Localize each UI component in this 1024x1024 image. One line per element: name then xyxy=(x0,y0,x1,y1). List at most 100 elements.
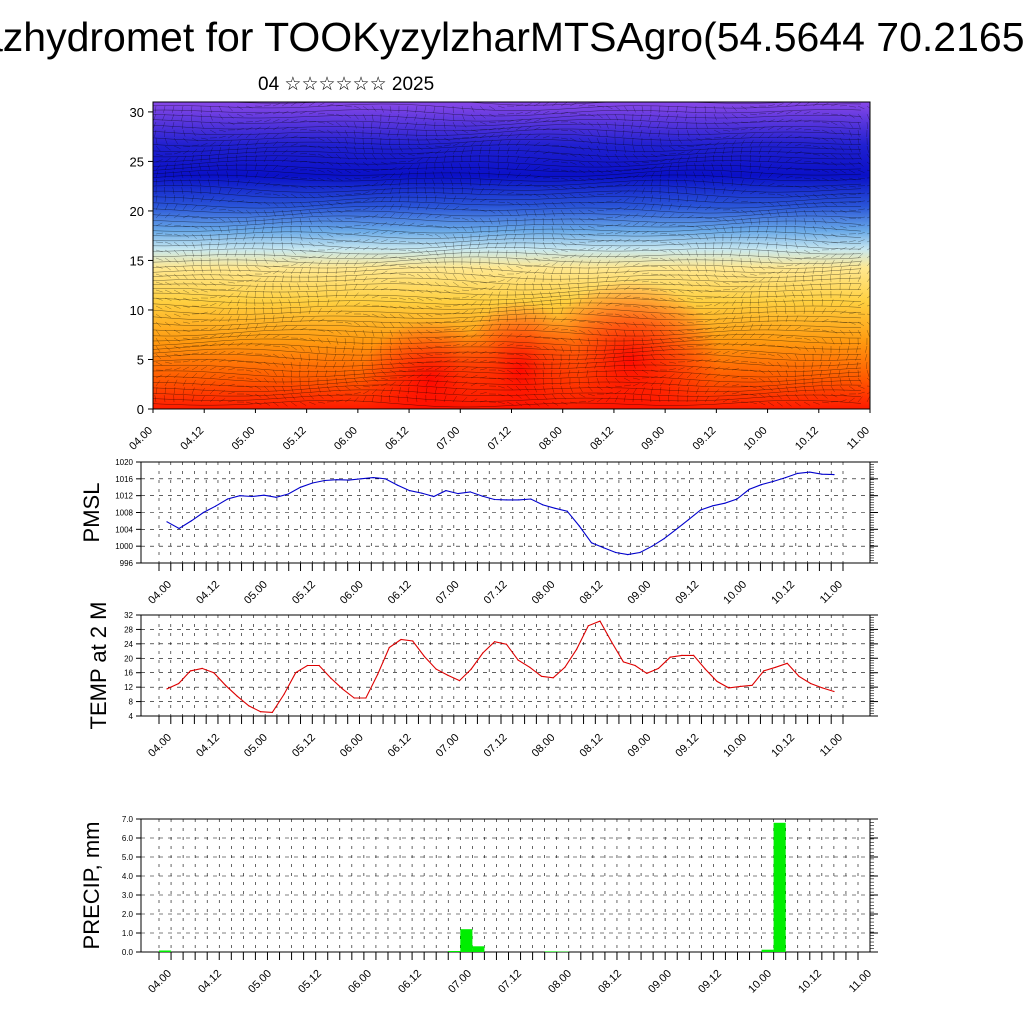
wind-vector xyxy=(380,296,389,299)
wind-vector xyxy=(558,283,562,291)
wind-vector xyxy=(218,197,225,203)
wind-vector xyxy=(308,145,316,148)
wind-vector xyxy=(524,193,532,196)
wind-vector xyxy=(326,385,331,393)
wind-vector xyxy=(686,360,694,363)
wind-vector xyxy=(632,321,638,328)
temp-point xyxy=(681,654,683,657)
wind-vector xyxy=(371,389,378,395)
wind-vector xyxy=(506,377,514,383)
wind-vector xyxy=(731,293,738,299)
wind-vector xyxy=(578,329,586,334)
wind-vector xyxy=(504,233,508,241)
pmsl-point xyxy=(797,472,799,474)
wind-vector xyxy=(623,377,631,382)
wind-vector xyxy=(614,369,618,377)
wind-vector xyxy=(839,299,845,307)
wind-vector xyxy=(569,385,573,393)
wind-vector xyxy=(308,233,314,241)
wind-vector xyxy=(497,306,499,315)
wind-vector xyxy=(641,212,648,219)
wind-vector xyxy=(578,129,585,135)
wind-vector xyxy=(398,231,406,235)
wind-vector xyxy=(713,351,721,355)
wind-vector xyxy=(776,184,784,187)
wind-vector xyxy=(524,353,532,358)
wind-vector xyxy=(497,284,503,291)
wind-vector xyxy=(479,105,485,112)
wind-vector xyxy=(290,201,296,208)
wind-vector xyxy=(821,318,829,323)
wind-vector xyxy=(497,217,501,225)
x-tick-label: 05.00 xyxy=(246,968,274,996)
wind-vector xyxy=(226,155,229,163)
wind-vector xyxy=(658,395,661,403)
wind-vector xyxy=(785,201,791,208)
wind-vector xyxy=(478,163,481,171)
temp-point xyxy=(306,664,308,667)
wind-vector xyxy=(578,299,582,307)
wind-vector xyxy=(578,401,587,403)
wind-vector xyxy=(434,145,443,147)
wind-vector xyxy=(218,187,222,195)
wind-vector xyxy=(497,315,500,323)
y-tick-label: 1012 xyxy=(115,492,133,501)
temp-point xyxy=(529,666,531,668)
wind-vector xyxy=(533,149,540,155)
wind-vector xyxy=(650,160,658,163)
wind-vector xyxy=(632,270,640,275)
wind-vector xyxy=(515,172,521,179)
wind-vector xyxy=(605,121,609,129)
wind-vector xyxy=(317,161,325,165)
wind-vector xyxy=(227,391,235,395)
wind-vector xyxy=(740,133,747,139)
wind-vector xyxy=(443,359,451,363)
y-tick-label: 8 xyxy=(129,698,134,707)
pmsl-point xyxy=(311,482,314,484)
temp-point xyxy=(564,666,566,668)
wind-vector xyxy=(461,147,465,155)
wind-vector xyxy=(389,153,396,159)
wind-vector xyxy=(335,259,340,267)
wind-vector xyxy=(217,178,220,187)
wind-vector xyxy=(848,113,855,119)
wind-vector xyxy=(200,205,208,211)
wind-vector xyxy=(686,372,693,379)
wind-vector xyxy=(650,353,655,361)
wind-vector xyxy=(614,113,619,121)
wind-vector xyxy=(722,121,729,127)
x-tick-label: 11.00 xyxy=(845,425,872,452)
wind-vector xyxy=(857,113,863,120)
wind-vector xyxy=(830,217,837,223)
wind-vector xyxy=(479,376,487,379)
wind-vector xyxy=(334,369,337,377)
precip-bar xyxy=(159,950,172,952)
wind-vector xyxy=(272,265,280,268)
wind-vector xyxy=(209,105,212,113)
wind-vector xyxy=(173,345,181,350)
wind-vector xyxy=(155,257,163,261)
wind-vector xyxy=(398,345,402,353)
wind-vector xyxy=(848,259,853,267)
wind-vector xyxy=(488,113,496,117)
wind-vector xyxy=(810,283,814,291)
wind-vector xyxy=(227,134,235,139)
wind-vector xyxy=(470,105,475,113)
wind-vector xyxy=(704,327,712,331)
wind-vector xyxy=(155,265,163,269)
wind-vector xyxy=(281,175,289,179)
pmsl-point xyxy=(578,525,580,527)
wind-vector xyxy=(812,137,820,140)
wind-vector xyxy=(785,401,792,407)
wind-vector xyxy=(686,273,692,280)
wind-vector xyxy=(506,249,508,258)
wind-vector xyxy=(253,225,256,233)
wind-vector xyxy=(533,315,537,323)
wind-vector xyxy=(326,225,333,231)
wind-vector xyxy=(623,261,630,267)
wind-vector xyxy=(362,113,367,121)
wind-vector xyxy=(452,289,460,293)
wind-vector xyxy=(614,395,619,403)
wind-vector xyxy=(155,289,163,293)
wind-vector xyxy=(227,281,235,284)
